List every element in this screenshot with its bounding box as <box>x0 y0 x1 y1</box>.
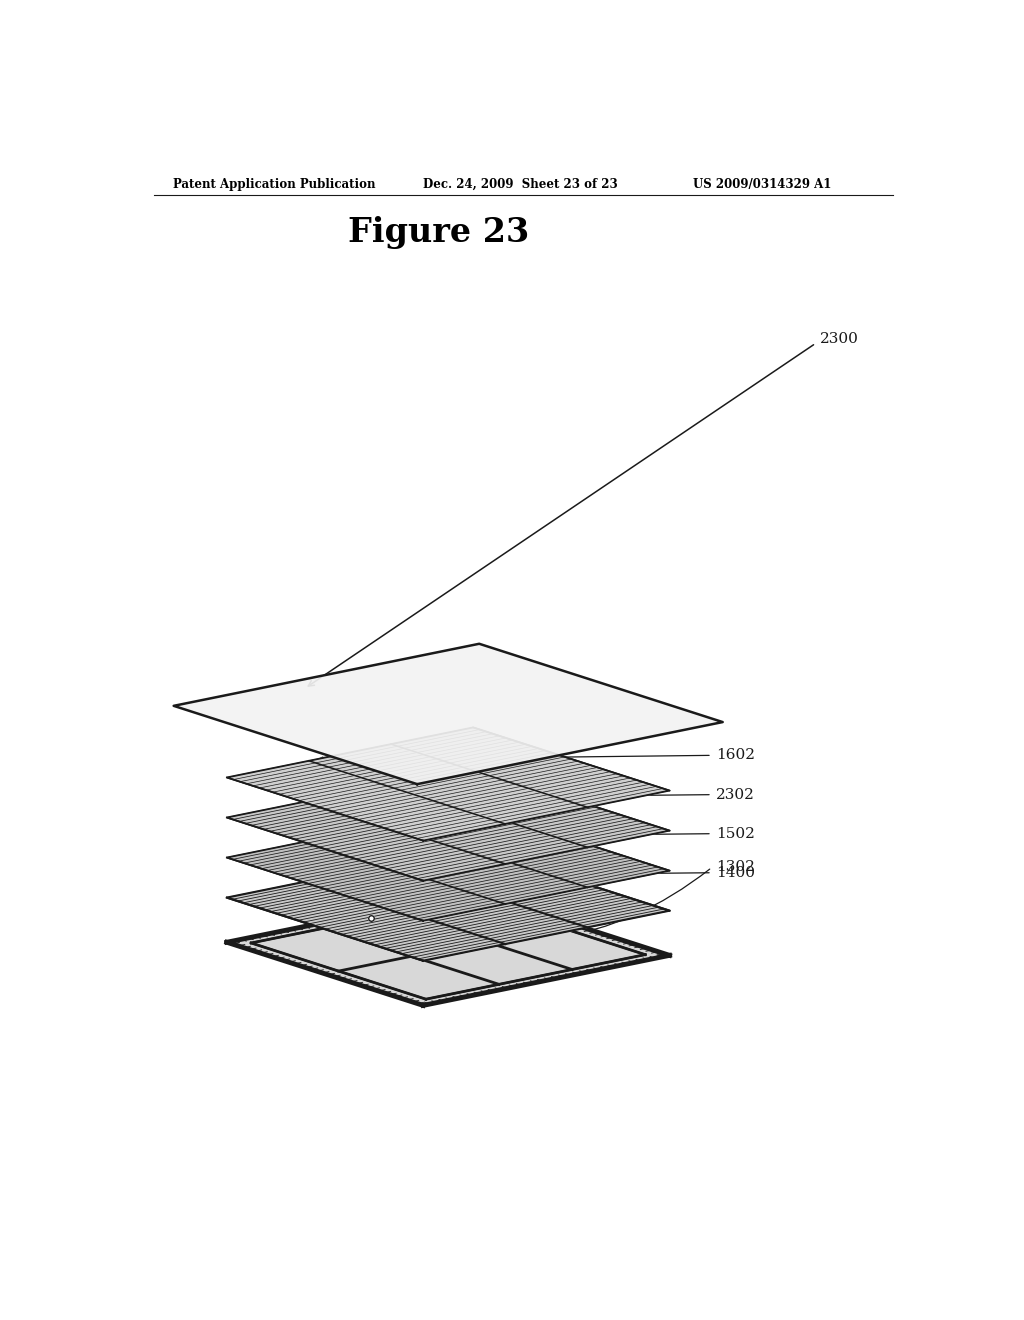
Polygon shape <box>174 644 723 784</box>
Text: 2300: 2300 <box>819 333 858 346</box>
Text: Dec. 24, 2009  Sheet 23 of 23: Dec. 24, 2009 Sheet 23 of 23 <box>423 178 617 190</box>
Polygon shape <box>226 727 670 841</box>
Text: 1400: 1400 <box>716 866 755 879</box>
Text: 1302: 1302 <box>716 861 755 874</box>
Text: Figure 23: Figure 23 <box>348 216 529 249</box>
Polygon shape <box>226 767 670 880</box>
Polygon shape <box>226 808 670 921</box>
Text: 1602: 1602 <box>716 748 755 763</box>
Text: US 2009/0314329 A1: US 2009/0314329 A1 <box>692 178 831 190</box>
Text: 1502: 1502 <box>716 826 755 841</box>
Polygon shape <box>226 892 670 1006</box>
Text: 2302: 2302 <box>716 788 755 801</box>
Polygon shape <box>226 847 670 961</box>
Text: Patent Application Publication: Patent Application Publication <box>173 178 376 190</box>
